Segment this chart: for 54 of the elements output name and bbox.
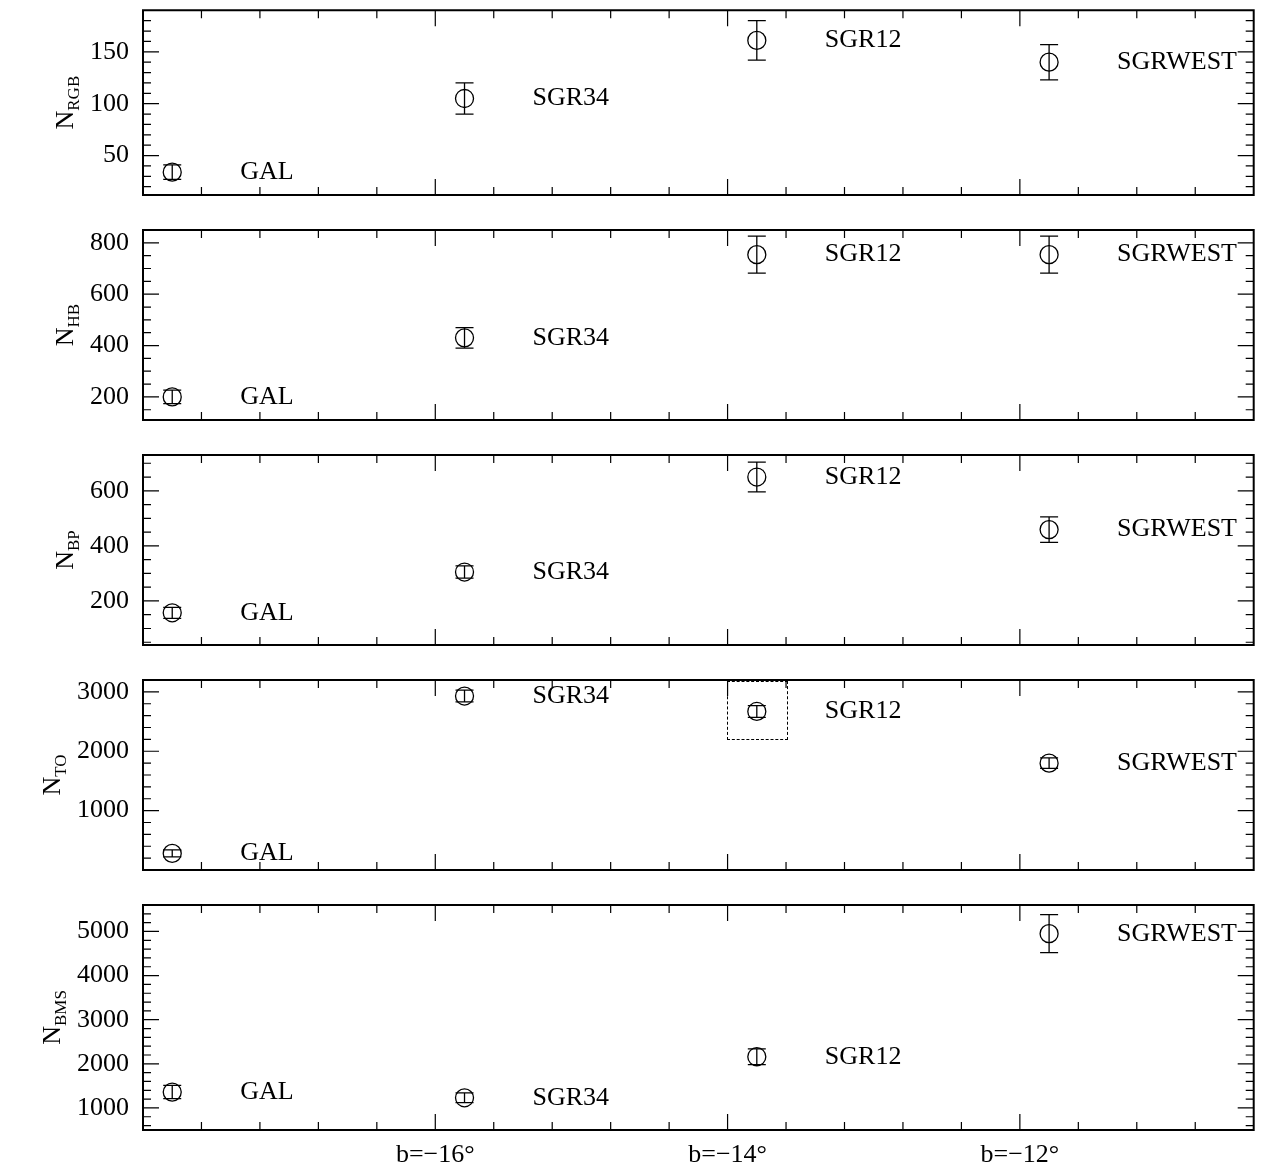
- y-axis-title: NBMS: [37, 990, 70, 1045]
- y-tick-label: 600: [90, 474, 129, 504]
- y-tick-label: 2000: [77, 735, 129, 765]
- annotation: GAL: [240, 596, 294, 626]
- annotation: SGR34: [532, 1081, 610, 1111]
- annotation: GAL: [240, 380, 294, 410]
- y-tick-label: 50: [103, 139, 129, 169]
- y-axis-title: NRGB: [50, 75, 83, 130]
- annotation: SGRWEST: [1117, 746, 1238, 776]
- y-tick-label: 200: [90, 380, 129, 410]
- annotation: SGRWEST: [1117, 917, 1238, 947]
- y-tick-label: 150: [90, 35, 129, 65]
- annotation: SGR34: [532, 82, 610, 112]
- y-axis-title: NTO: [37, 754, 70, 796]
- x-tick-label: b=−14°: [688, 1139, 767, 1163]
- x-tick-label: b=−16°: [395, 1139, 475, 1163]
- y-tick-label: 4000: [77, 959, 129, 989]
- y-tick-label: 800: [90, 226, 129, 256]
- y-tick-label: 3000: [77, 1003, 129, 1033]
- point: [747, 245, 767, 265]
- y-axis-title: NBP: [50, 530, 83, 570]
- annotation: SGR34: [532, 679, 610, 709]
- annotation: GAL: [240, 1075, 294, 1105]
- y-tick-label: 1000: [77, 1091, 129, 1121]
- y-tick-label: 2000: [77, 1047, 129, 1077]
- annotation: SGR12: [824, 695, 902, 725]
- y-tick-label: 600: [90, 278, 129, 308]
- point: [1039, 52, 1059, 72]
- y-tick-label: 1000: [77, 794, 129, 824]
- x-tick-label: b=−12°: [980, 1139, 1060, 1163]
- point: [747, 467, 767, 487]
- annotation: SGR12: [824, 1040, 902, 1070]
- point: [454, 88, 475, 109]
- point: [162, 843, 182, 864]
- annotation: SGR12: [824, 460, 902, 490]
- annotation: SGRWEST: [1117, 513, 1238, 543]
- annotation: SGR34: [532, 321, 610, 351]
- y-tick-label: 400: [90, 529, 129, 559]
- y-tick-label: 5000: [77, 915, 129, 945]
- point: [747, 30, 767, 51]
- y-tick-label: 200: [90, 584, 129, 614]
- annotation: GAL: [240, 837, 294, 867]
- annotation: SGRWEST: [1117, 238, 1238, 268]
- y-axis-title: NHB: [50, 303, 83, 347]
- y-tick-label: 400: [90, 329, 129, 359]
- annotation: SGR12: [824, 24, 902, 54]
- annotation: SGRWEST: [1117, 46, 1238, 76]
- point: [1039, 245, 1059, 265]
- annotation: SGR34: [532, 555, 610, 585]
- annotation: SGR12: [824, 238, 902, 268]
- y-tick-label: 3000: [77, 675, 129, 705]
- annotation: GAL: [240, 156, 294, 185]
- point: [1039, 924, 1059, 944]
- y-tick-label: 100: [90, 87, 129, 117]
